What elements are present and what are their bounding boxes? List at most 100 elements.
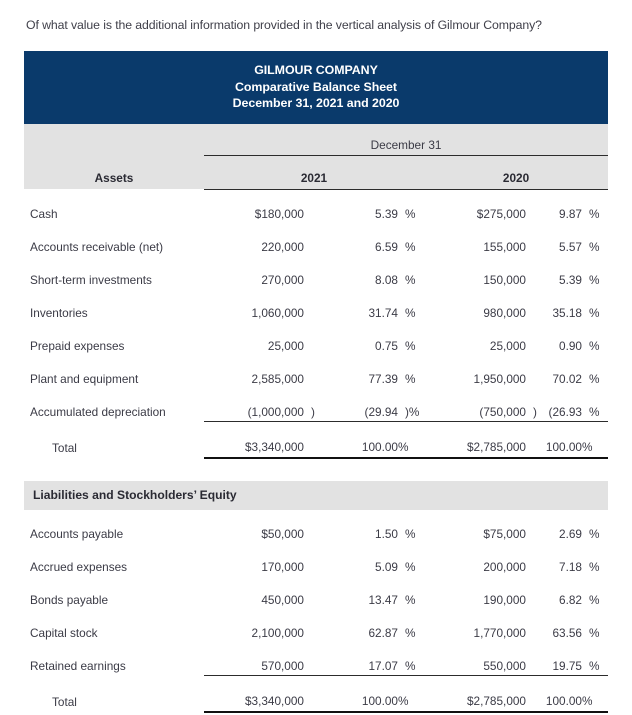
total-label: Total xyxy=(52,440,77,455)
total-amount-2020: $2,785,000 xyxy=(424,420,526,459)
percent-symbol: % xyxy=(398,674,424,713)
row-label: Prepaid expenses xyxy=(30,338,125,353)
amount-2021: $180,000 xyxy=(254,206,304,221)
period-header-spacer xyxy=(24,123,204,155)
percent-symbol: % xyxy=(405,239,416,254)
table-row: Cash $180,000 5.39 % $275,000 9.87 % xyxy=(24,189,608,223)
table-row: Inventories 1,060,000 31.74 % 980,000 35… xyxy=(24,289,608,322)
gap xyxy=(526,223,536,256)
gap xyxy=(526,189,536,223)
balance-sheet-statement: GILMOUR COMPANY Comparative Balance Shee… xyxy=(24,51,609,713)
percent-2021: 13.47 xyxy=(368,592,398,607)
percent-2020: 2.69 xyxy=(559,526,582,541)
percent-symbol: % xyxy=(589,206,600,221)
percent-2021: 77.39 xyxy=(368,371,398,386)
gap xyxy=(304,223,314,256)
gap xyxy=(304,189,314,223)
gap xyxy=(526,543,536,576)
percent-2021: 17.07 xyxy=(314,641,398,676)
gap xyxy=(526,642,536,676)
period-header-row: December 31 xyxy=(24,123,609,156)
percent-2021: 1.50 xyxy=(375,526,398,541)
section-spacer xyxy=(24,459,608,481)
percent-symbol: % xyxy=(589,526,600,541)
table-row: Accrued expenses 170,000 5.09 % 200,000 … xyxy=(24,543,608,576)
question-prompt: Of what value is the additional informat… xyxy=(26,18,542,32)
percent-symbol: % xyxy=(405,338,416,353)
percent-2021: (29.94 xyxy=(314,387,398,422)
gap xyxy=(304,609,314,642)
table-row: Accounts receivable (net) 220,000 6.59 %… xyxy=(24,223,608,256)
liabilities-table: Liabilities and Stockholders’ Equity Acc… xyxy=(24,480,608,713)
percent-symbol: % xyxy=(589,272,600,287)
percent-symbol: % xyxy=(405,559,416,574)
amount-2020: 150,000 xyxy=(483,272,526,287)
year-header-2021: 2021 xyxy=(204,155,424,190)
table-row: Capital stock 2,100,000 62.87 % 1,770,00… xyxy=(24,609,608,642)
gap xyxy=(304,510,314,543)
table-row: Bonds payable 450,000 13.47 % 190,000 6.… xyxy=(24,576,608,609)
amount-2021: 270,000 xyxy=(261,272,304,287)
row-label: Bonds payable xyxy=(30,592,109,607)
total-percent-2020: 100.00 xyxy=(536,420,582,459)
gap xyxy=(304,674,314,713)
amount-2021: 2,100,000 xyxy=(251,625,304,640)
amount-2021: 450,000 xyxy=(261,592,304,607)
gap xyxy=(304,543,314,576)
period-header-label: December 31 xyxy=(204,123,609,156)
row-label: Short-term investments xyxy=(30,272,152,287)
percent-symbol: % xyxy=(405,371,416,386)
percent-2020-close-paren: % xyxy=(582,387,609,422)
row-label: Accumulated depreciation xyxy=(30,405,166,419)
year-header-2020: 2020 xyxy=(424,155,609,190)
gap xyxy=(526,609,536,642)
gap xyxy=(526,420,536,459)
percent-symbol: % xyxy=(589,239,600,254)
percent-symbol: % xyxy=(582,641,608,676)
table-row-accumulated-depreciation: Accumulated depreciation (1,000,000 ) (2… xyxy=(24,387,609,422)
total-percent-2020: 100.00 xyxy=(536,674,582,713)
amount-2021: 220,000 xyxy=(261,239,304,254)
amount-2021: (1,000,000 xyxy=(204,387,304,422)
percent-2021: 62.87 xyxy=(368,625,398,640)
percent-symbol: % xyxy=(589,592,600,607)
amount-2020: 550,000 xyxy=(424,641,526,676)
assets-total-row: Total $3,340,000 100.00 % $2,785,000 100… xyxy=(24,420,609,459)
percent-2020: 63.56 xyxy=(552,625,582,640)
statement-subtitle: Comparative Balance Sheet xyxy=(235,79,397,94)
percent-2020: 35.18 xyxy=(552,305,582,320)
table-row: Prepaid expenses 25,000 0.75 % 25,000 0.… xyxy=(24,322,608,355)
percent-symbol: % xyxy=(589,338,600,353)
percent-2020: 0.90 xyxy=(559,338,582,353)
statement-date-line: December 31, 2021 and 2020 xyxy=(232,96,400,110)
percent-2021: 6.59 xyxy=(375,239,398,254)
amount-2020: 190,000 xyxy=(483,592,526,607)
percent-symbol: % xyxy=(589,559,600,574)
percent-2021: 0.75 xyxy=(375,338,398,353)
row-label: Accounts payable xyxy=(30,526,124,541)
amount-2020: $75,000 xyxy=(483,526,526,541)
amount-2021: 1,060,000 xyxy=(251,305,304,320)
statement-title-banner: GILMOUR COMPANY Comparative Balance Shee… xyxy=(24,51,608,124)
percent-symbol: % xyxy=(398,641,424,676)
amount-2021: 170,000 xyxy=(261,559,304,574)
percent-symbol: % xyxy=(405,592,416,607)
liabilities-section-header: Liabilities and Stockholders’ Equity xyxy=(24,480,608,510)
total-percent-2021: 100.00 xyxy=(314,674,398,713)
percent-2020: 70.02 xyxy=(552,371,582,386)
amount-2020: (750,000 xyxy=(424,387,526,422)
row-label: Accrued expenses xyxy=(30,559,128,574)
total-amount-2020: $2,785,000 xyxy=(424,674,526,713)
percent-2020: 5.57 xyxy=(559,239,582,254)
gap xyxy=(304,322,314,355)
amount-2021: 2,585,000 xyxy=(251,371,304,386)
gap xyxy=(526,510,536,543)
amount-2021: $50,000 xyxy=(261,526,304,541)
table-row: Short-term investments 270,000 8.08 % 15… xyxy=(24,256,608,289)
percent-2020: 6.82 xyxy=(559,592,582,607)
percent-2020: (26.93 xyxy=(536,387,582,422)
amount-2020: $275,000 xyxy=(476,206,526,221)
amount-2020: 200,000 xyxy=(483,559,526,574)
gap xyxy=(304,289,314,322)
